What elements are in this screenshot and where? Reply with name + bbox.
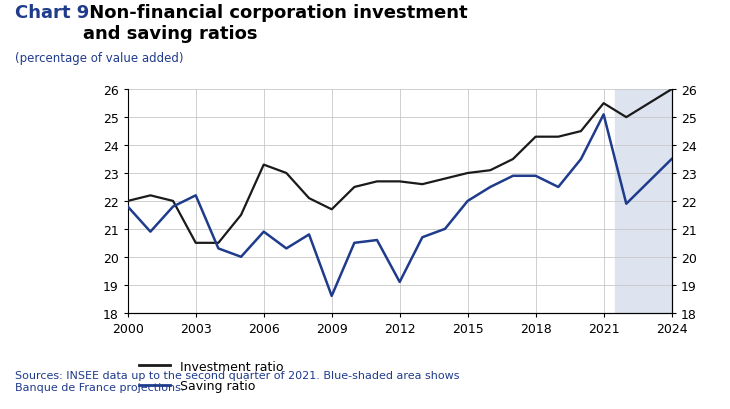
- Text: Chart 9:: Chart 9:: [15, 4, 96, 22]
- Legend: Investment ratio, Saving ratio: Investment ratio, Saving ratio: [134, 355, 289, 397]
- Text: Sources: INSEE data up to the second quarter of 2021. Blue-shaded area shows
Ban: Sources: INSEE data up to the second qua…: [15, 370, 459, 392]
- Text: (percentage of value added): (percentage of value added): [15, 52, 183, 65]
- Bar: [615, 90, 672, 313]
- Text: Non-financial corporation investment
and saving ratios: Non-financial corporation investment and…: [83, 4, 468, 43]
